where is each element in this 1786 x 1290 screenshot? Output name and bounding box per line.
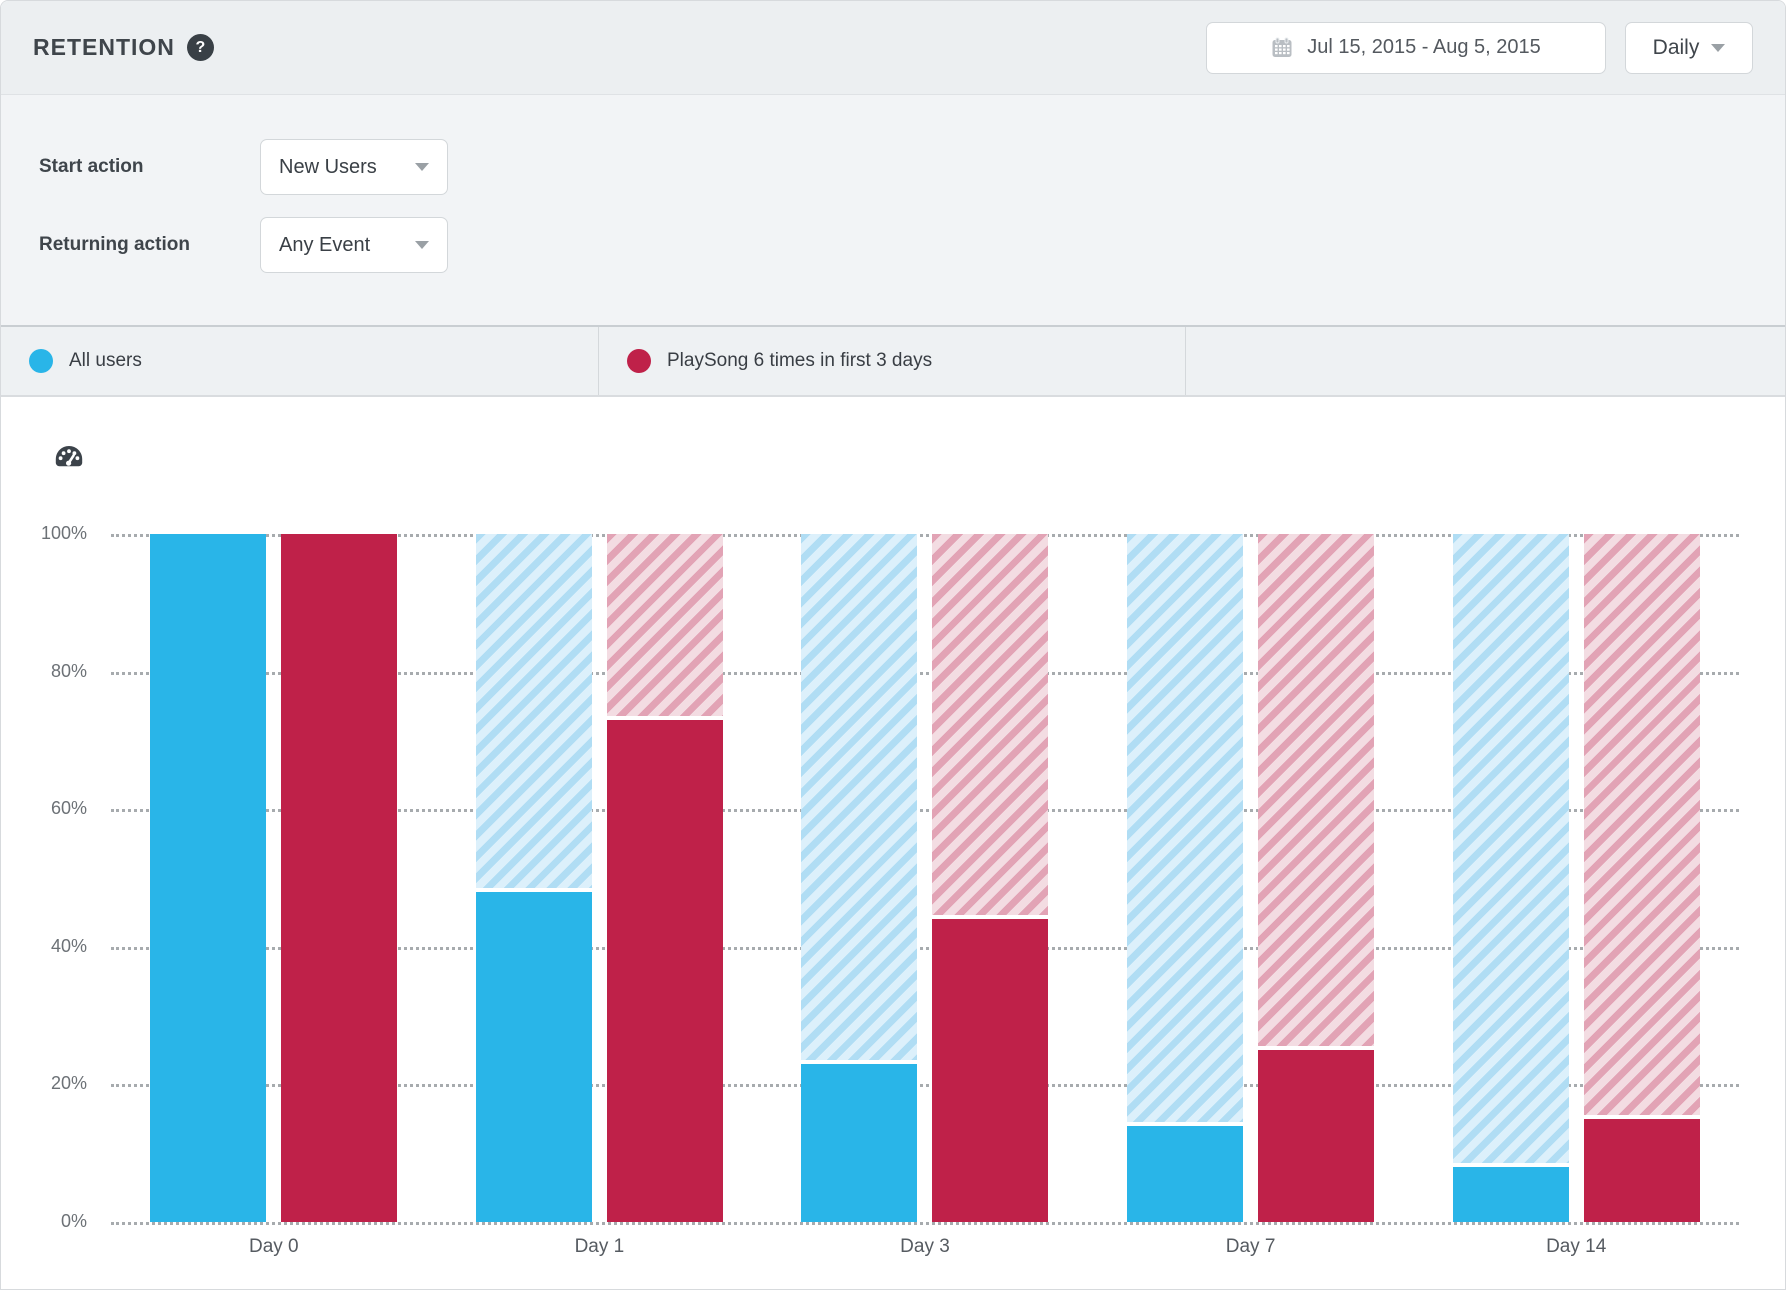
header-bar: RETENTION ? Jul 15, (1, 1, 1785, 95)
x-axis-labels: Day 0 Day 1 Day 3 Day 7 Day 14 (111, 1236, 1739, 1258)
page-title: RETENTION (33, 34, 175, 60)
start-action-row: Start action New Users (39, 139, 1785, 195)
gridline (111, 534, 1739, 537)
bar-churned-segment (932, 534, 1049, 920)
y-tick-label: 60% (50, 798, 87, 819)
bar-churned-segment (1583, 534, 1700, 1119)
gridline (111, 1084, 1739, 1088)
y-tick-label: 20% (50, 1073, 87, 1094)
bar-retained-segment (150, 534, 267, 1222)
legend-tab-all-users[interactable]: All users (1, 327, 599, 395)
granularity-dropdown[interactable]: Daily (1625, 21, 1753, 74)
granularity-value: Daily (1652, 35, 1700, 59)
gridline (111, 671, 1739, 675)
returning-action-label: Returning action (39, 234, 190, 255)
returning-action-dropdown[interactable]: Any Event (260, 217, 448, 273)
x-tick-label: Day 3 (900, 1236, 950, 1257)
legend-tab-empty (1186, 327, 1785, 395)
date-range-button[interactable]: Jul 15, 2015 - Aug 5, 2015 (1206, 21, 1606, 74)
legend-tabs: All users PlaySong 6 times in first 3 da… (1, 325, 1785, 397)
bar-retained-segment (801, 1063, 918, 1222)
bar-retained-segment (606, 719, 723, 1222)
gridline (111, 946, 1739, 950)
bar-retained-segment (1583, 1118, 1700, 1222)
start-action-value: New Users (279, 155, 377, 178)
bar-retained-segment (1452, 1166, 1569, 1222)
help-icon[interactable]: ? (186, 34, 214, 61)
bar[interactable] (1452, 534, 1569, 1222)
start-action-dropdown[interactable]: New Users (260, 139, 448, 195)
legend-label: All users (69, 350, 142, 371)
y-axis-labels: 100% 80% 60% 40% 20% 0% (1, 523, 87, 1231)
title-wrap: RETENTION ? (33, 34, 214, 61)
header-controls: Jul 15, 2015 - Aug 5, 2015 Daily (1206, 21, 1753, 74)
y-tick-label: 0% (60, 1211, 87, 1232)
bar-retained-segment (1127, 1125, 1244, 1222)
x-tick-label: Day 0 (248, 1236, 299, 1257)
bar[interactable] (932, 534, 1049, 1222)
plot: 100% 80% 60% 40% 20% 0% (1, 523, 1785, 1231)
bar[interactable] (801, 534, 918, 1222)
bar-group-day-0 (111, 534, 437, 1222)
legend-label: PlaySong 6 times in first 3 days (667, 350, 933, 371)
bar-group-day-14 (1413, 534, 1739, 1222)
bar-churned-segment (1258, 534, 1375, 1050)
y-tick-label: 80% (50, 660, 87, 681)
bar[interactable] (1127, 534, 1244, 1222)
bar-churned-segment (801, 534, 918, 1064)
bar[interactable] (150, 534, 267, 1222)
gridline (111, 1222, 1739, 1225)
chevron-down-icon (1711, 43, 1726, 52)
bar-churned-segment (1452, 534, 1569, 1167)
gridline (111, 809, 1739, 813)
bar-group-day-3 (762, 534, 1088, 1222)
bar-retained-segment (281, 534, 398, 1222)
bar-retained-segment (1258, 1050, 1375, 1222)
bar-churned-segment (475, 534, 592, 892)
bar-retained-segment (932, 919, 1049, 1222)
plot-bars (111, 534, 1739, 1222)
x-tick-label: Day 7 (1225, 1236, 1276, 1257)
start-action-label: Start action (39, 156, 144, 177)
date-range-text: Jul 15, 2015 - Aug 5, 2015 (1307, 36, 1541, 58)
bar[interactable] (606, 534, 723, 1222)
chevron-down-icon (415, 163, 429, 171)
returning-action-row: Returning action Any Event (39, 217, 1785, 273)
filters-section: Start action New Users Returning action … (1, 95, 1785, 325)
series-dot-blue (29, 349, 53, 373)
gridlines (111, 534, 1739, 1225)
bar[interactable] (475, 534, 592, 1222)
calendar-icon (1271, 37, 1293, 59)
bar-retained-segment (475, 891, 592, 1222)
x-tick-label: Day 14 (1546, 1236, 1607, 1257)
gauge-icon[interactable] (53, 443, 85, 476)
bar[interactable] (1258, 534, 1375, 1222)
bar-group-day-7 (1088, 534, 1414, 1222)
returning-action-value: Any Event (279, 233, 371, 256)
series-dot-red (627, 349, 651, 373)
bar[interactable] (281, 534, 398, 1222)
y-tick-label: 40% (50, 935, 87, 956)
bar-group-day-1 (437, 534, 763, 1222)
y-tick-label: 100% (40, 523, 87, 544)
legend-tab-playsong[interactable]: PlaySong 6 times in first 3 days (599, 327, 1186, 395)
bar[interactable] (1583, 534, 1700, 1222)
bar-churned-segment (606, 534, 723, 720)
chevron-down-icon (415, 241, 429, 249)
x-tick-label: Day 1 (574, 1236, 625, 1257)
bar-churned-segment (1127, 534, 1244, 1126)
